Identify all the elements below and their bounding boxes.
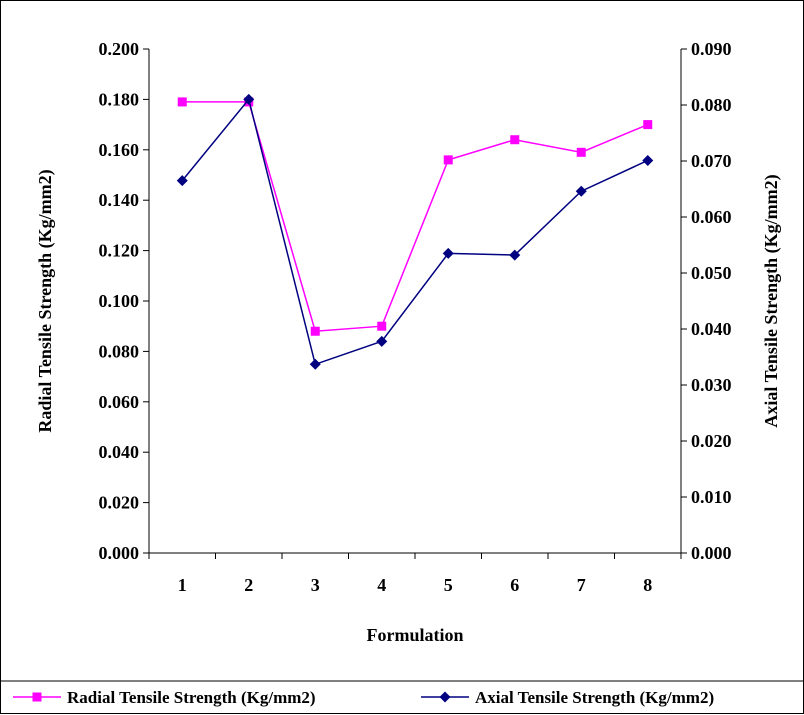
y-left-tick-label: 0.160 — [99, 140, 140, 160]
legend-label-1: Radial Tensile Strength (Kg/mm2) — [67, 688, 316, 707]
y-right-tick-label: 0.060 — [691, 207, 732, 227]
y-left-tick-label: 0.040 — [99, 442, 140, 462]
x-tick-label: 5 — [444, 575, 453, 595]
x-tick-label: 7 — [577, 575, 586, 595]
y-left-tick-label: 0.100 — [99, 291, 140, 311]
data-point-series-1 — [643, 120, 653, 130]
data-point-series-2 — [442, 247, 454, 259]
data-point-series-2 — [243, 93, 255, 105]
y-left-tick-label: 0.200 — [99, 39, 140, 59]
data-point-series-2 — [309, 358, 321, 370]
y-right-tick-label: 0.010 — [691, 487, 732, 507]
y-left-tick-label: 0.140 — [99, 190, 140, 210]
x-tick-label: 8 — [643, 575, 652, 595]
x-tick-label: 3 — [311, 575, 320, 595]
x-tick-label: 6 — [510, 575, 519, 595]
series-line-2 — [181, 97, 649, 366]
x-tick-label: 4 — [377, 575, 386, 595]
data-point-series-2 — [642, 154, 654, 166]
y-left-tick-label: 0.000 — [99, 543, 140, 563]
y-right-tick-label: 0.070 — [691, 151, 732, 171]
y-left-tick-label: 0.180 — [99, 89, 140, 109]
legend-label-2: Axial Tensile Strength (Kg/mm2) — [475, 688, 714, 707]
x-tick-label: 2 — [244, 575, 253, 595]
y-right-tick-label: 0.040 — [691, 319, 732, 339]
y-right-tick-label: 0.080 — [691, 95, 732, 115]
y-left-tick-label: 0.060 — [99, 392, 140, 412]
data-point-series-1 — [310, 326, 320, 336]
x-tick-label: 1 — [178, 575, 187, 595]
y-right-tick-label: 0.090 — [691, 39, 732, 59]
y-axis-right-title: Axial Tensile Strength (Kg/mm2) — [761, 174, 782, 427]
y-left-tick-label: 0.080 — [99, 341, 140, 361]
legend-marker-2 — [439, 691, 451, 703]
data-point-series-2 — [509, 249, 521, 261]
y-left-tick-label: 0.020 — [99, 493, 140, 513]
data-point-series-1 — [177, 97, 187, 107]
y-right-tick-label: 0.050 — [691, 263, 732, 283]
data-point-series-1 — [377, 321, 387, 331]
y-right-tick-label: 0.030 — [691, 375, 732, 395]
data-point-series-2 — [575, 185, 587, 197]
series-line-1 — [182, 101, 649, 333]
x-axis-title: Formulation — [367, 625, 464, 645]
y-right-tick-label: 0.020 — [691, 431, 732, 451]
y-left-tick-label: 0.120 — [99, 241, 140, 261]
data-point-series-1 — [576, 147, 586, 157]
legend-marker-1 — [32, 692, 42, 702]
y-right-tick-label: 0.000 — [691, 543, 732, 563]
data-point-series-2 — [376, 335, 388, 347]
y-axis-left-title: Radial Tensile Strength (Kg/mm2) — [35, 169, 56, 432]
data-point-series-1 — [510, 135, 520, 145]
data-point-series-1 — [443, 155, 453, 165]
data-point-series-2 — [176, 175, 188, 187]
